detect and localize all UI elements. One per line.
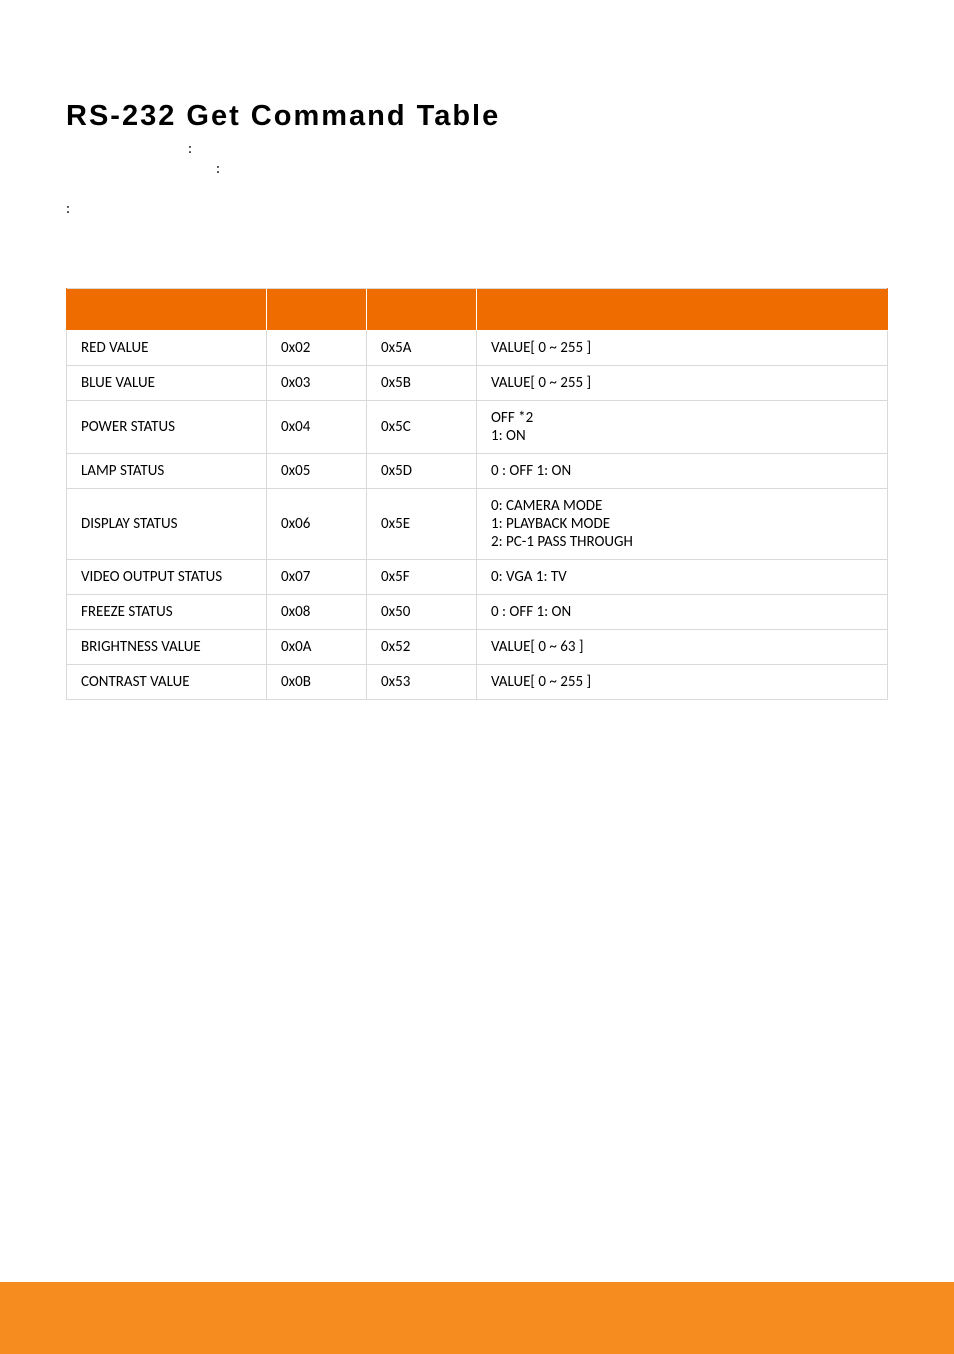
spec-block: : : <box>66 140 888 178</box>
cell-command: 0x04 <box>267 401 367 454</box>
cell-return: VALUE[ 0 ~ 255 ] <box>477 331 888 366</box>
cell-checksum: 0x53 <box>367 665 477 700</box>
col-header-function <box>67 289 267 331</box>
cell-function: BRIGHTNESS VALUE <box>67 630 267 665</box>
cell-return: 0: CAMERA MODE 1: PLAYBACK MODE 2: PC-1 … <box>477 489 888 560</box>
command-table-container: RED VALUE0x020x5AVALUE[ 0 ~ 255 ]BLUE VA… <box>66 288 888 700</box>
page-title: RS-232 Get Command Table <box>66 100 888 133</box>
cell-return: VALUE[ 0 ~ 255 ] <box>477 665 888 700</box>
cell-command: 0x0A <box>267 630 367 665</box>
cell-return: VALUE[ 0 ~ 255 ] <box>477 366 888 401</box>
cell-command: 0x03 <box>267 366 367 401</box>
cell-return: 0 : OFF 1: ON <box>477 595 888 630</box>
col-header-return <box>477 289 888 331</box>
col-header-command <box>267 289 367 331</box>
cell-function: VIDEO OUTPUT STATUS <box>67 560 267 595</box>
cell-function: BLUE VALUE <box>67 366 267 401</box>
table-row: FREEZE STATUS0x080x500 : OFF 1: ON <box>67 595 888 630</box>
table-row: BRIGHTNESS VALUE0x0A0x52VALUE[ 0 ~ 63 ] <box>67 630 888 665</box>
cell-function: RED VALUE <box>67 331 267 366</box>
spec-line: : <box>66 160 888 178</box>
cell-checksum: 0x5F <box>367 560 477 595</box>
cell-function: LAMP STATUS <box>67 454 267 489</box>
table-row: CONTRAST VALUE0x0B0x53VALUE[ 0 ~ 255 ] <box>67 665 888 700</box>
cell-return: OFF *2 1: ON <box>477 401 888 454</box>
table-row: VIDEO OUTPUT STATUS0x070x5F0: VGA 1: TV <box>67 560 888 595</box>
cell-command: 0x05 <box>267 454 367 489</box>
cell-checksum: 0x5A <box>367 331 477 366</box>
cell-command: 0x06 <box>267 489 367 560</box>
cell-checksum: 0x5D <box>367 454 477 489</box>
cell-checksum: 0x52 <box>367 630 477 665</box>
cell-command: 0x07 <box>267 560 367 595</box>
footer-bar <box>0 1282 954 1354</box>
cell-command: 0x08 <box>267 595 367 630</box>
cell-return: VALUE[ 0 ~ 63 ] <box>477 630 888 665</box>
table-row: DISPLAY STATUS0x060x5E0: CAMERA MODE 1: … <box>67 489 888 560</box>
table-row: LAMP STATUS0x050x5D0 : OFF 1: ON <box>67 454 888 489</box>
cell-checksum: 0x5C <box>367 401 477 454</box>
cell-checksum: 0x5E <box>367 489 477 560</box>
cell-checksum: 0x50 <box>367 595 477 630</box>
cell-function: CONTRAST VALUE <box>67 665 267 700</box>
cell-function: FREEZE STATUS <box>67 595 267 630</box>
cell-function: DISPLAY STATUS <box>67 489 267 560</box>
table-row: BLUE VALUE0x030x5BVALUE[ 0 ~ 255 ] <box>67 366 888 401</box>
cell-function: POWER STATUS <box>67 401 267 454</box>
table-row: POWER STATUS0x040x5COFF *2 1: ON <box>67 401 888 454</box>
cell-command: 0x0B <box>267 665 367 700</box>
col-header-checksum <box>367 289 477 331</box>
cell-checksum: 0x5B <box>367 366 477 401</box>
spec-line: : <box>66 140 888 158</box>
cell-return: 0: VGA 1: TV <box>477 560 888 595</box>
spec-line: : <box>66 200 888 218</box>
command-table: RED VALUE0x020x5AVALUE[ 0 ~ 255 ]BLUE VA… <box>66 288 888 700</box>
cell-return: 0 : OFF 1: ON <box>477 454 888 489</box>
table-header-row <box>67 289 888 331</box>
cell-command: 0x02 <box>267 331 367 366</box>
table-row: RED VALUE0x020x5AVALUE[ 0 ~ 255 ] <box>67 331 888 366</box>
